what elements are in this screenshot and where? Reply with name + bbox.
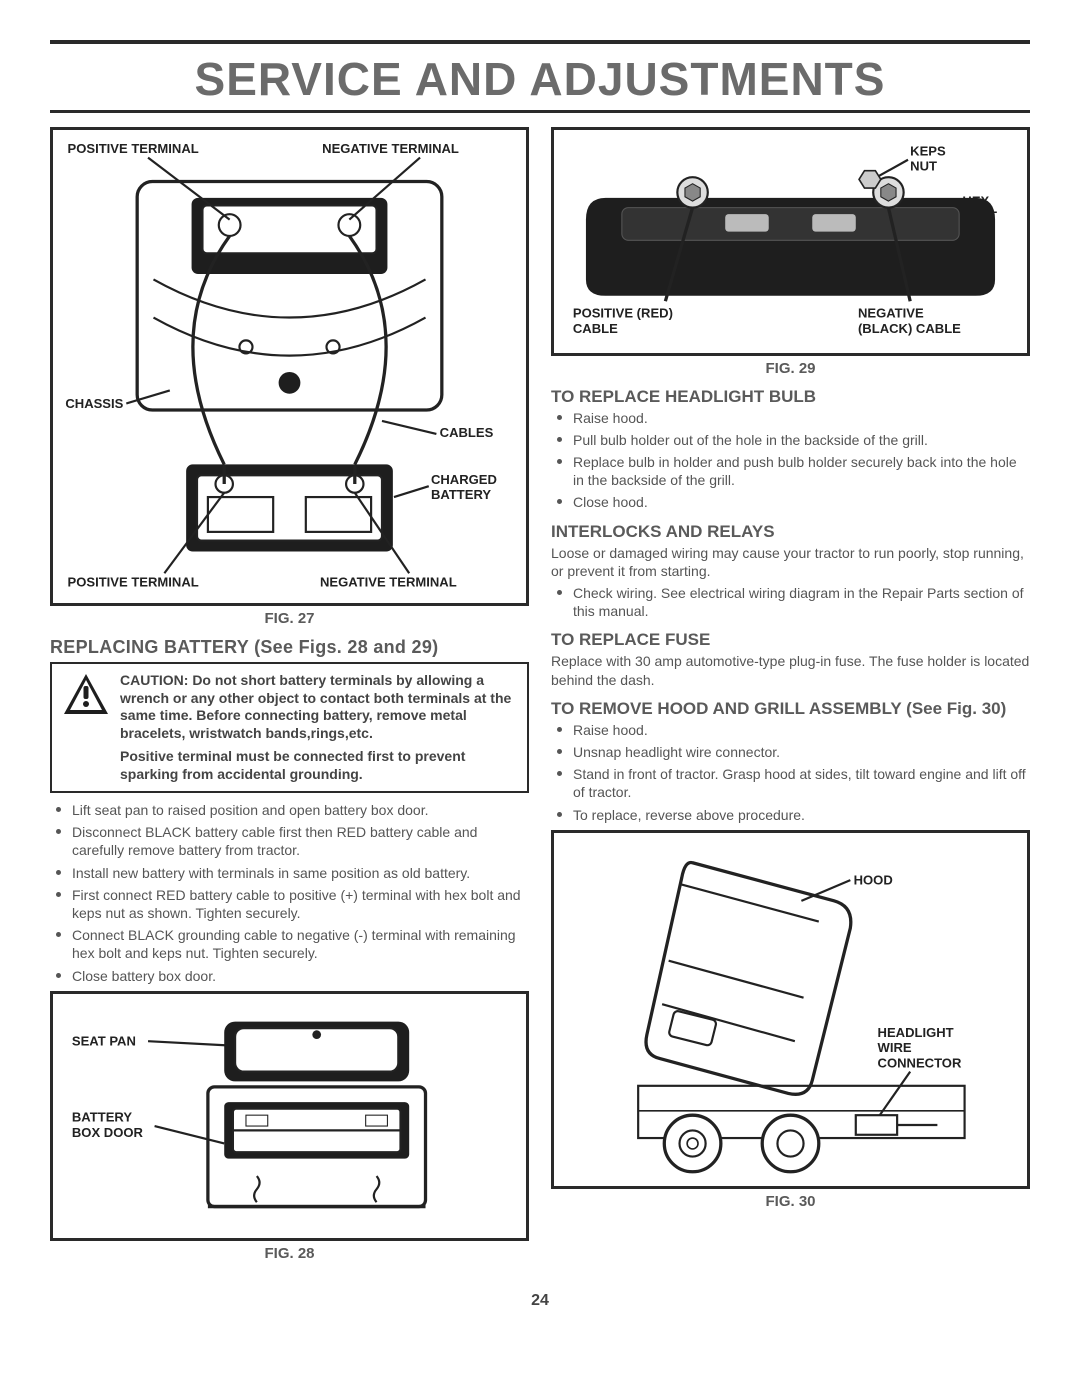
fuse-head: TO REPLACE FUSE bbox=[551, 630, 1030, 650]
list-item: Replace bulb in holder and push bulb hol… bbox=[551, 453, 1030, 489]
right-column: KEPS NUT HEX BOLT bbox=[551, 127, 1030, 1272]
fig30-conn-3: CONNECTOR bbox=[878, 1055, 962, 1070]
fig30-conn-2: WIRE bbox=[878, 1040, 912, 1055]
top-rule bbox=[50, 40, 1030, 44]
left-column: POSITIVE TERMINAL NEGATIVE TERMINAL bbox=[50, 127, 529, 1272]
caution-box: CAUTION: Do not short battery terminals … bbox=[50, 662, 529, 793]
fig29-negc-1: NEGATIVE bbox=[858, 306, 924, 321]
fig29-svg: KEPS NUT HEX BOLT bbox=[562, 138, 1019, 345]
fig28-seatpan: SEAT PAN bbox=[72, 1033, 136, 1048]
fig28-bbd-2: BOX DOOR bbox=[72, 1125, 144, 1140]
fig28-caption: FIG. 28 bbox=[50, 1245, 529, 1262]
interlocks-body: Loose or damaged wiring may cause your t… bbox=[551, 544, 1030, 580]
list-item: Close battery box door. bbox=[50, 967, 529, 985]
page-number: 24 bbox=[50, 1292, 1030, 1310]
fig28-svg: SEAT PAN BATTERY BOX DOOR bbox=[61, 1002, 518, 1231]
fig29-caption: FIG. 29 bbox=[551, 360, 1030, 377]
fig27-box: POSITIVE TERMINAL NEGATIVE TERMINAL bbox=[50, 127, 529, 606]
list-item: Pull bulb holder out of the hole in the … bbox=[551, 431, 1030, 449]
list-item: Disconnect BLACK battery cable first the… bbox=[50, 823, 529, 859]
fig30-svg: HOOD HEADLIGHT WIRE CONNECTOR bbox=[562, 841, 1019, 1178]
caution-para1: CAUTION: Do not short battery terminals … bbox=[120, 672, 511, 741]
fig29-keps-1: KEPS bbox=[910, 143, 946, 158]
fig27-charged-1: CHARGED bbox=[431, 472, 497, 487]
caution-para2: Positive terminal must be connected firs… bbox=[120, 748, 517, 783]
list-item: Unsnap headlight wire connector. bbox=[551, 743, 1030, 761]
fig29-posc-1: POSITIVE (RED) bbox=[573, 306, 673, 321]
list-item: To replace, reverse above procedure. bbox=[551, 806, 1030, 824]
hood-steps: Raise hood. Unsnap headlight wire connec… bbox=[551, 721, 1030, 824]
fig27-cables: CABLES bbox=[440, 425, 494, 440]
list-item: First connect RED battery cable to posit… bbox=[50, 886, 529, 922]
list-item: Close hood. bbox=[551, 493, 1030, 511]
list-item: Lift seat pan to raised position and ope… bbox=[50, 801, 529, 819]
list-item: Stand in front of tractor. Grasp hood at… bbox=[551, 765, 1030, 801]
fig30-conn-1: HEADLIGHT bbox=[878, 1025, 954, 1040]
fig30-hood: HOOD bbox=[854, 872, 893, 887]
fig30-box: HOOD HEADLIGHT WIRE CONNECTOR bbox=[551, 830, 1030, 1189]
fig28-box: SEAT PAN BATTERY BOX DOOR bbox=[50, 991, 529, 1242]
fig27-svg: POSITIVE TERMINAL NEGATIVE TERMINAL bbox=[61, 138, 518, 595]
fig27-chassis: CHASSIS bbox=[65, 396, 123, 411]
replace-battery-head: REPLACING BATTERY (See Figs. 28 and 29) bbox=[50, 637, 529, 658]
fig29-box: KEPS NUT HEX BOLT bbox=[551, 127, 1030, 356]
two-column-layout: POSITIVE TERMINAL NEGATIVE TERMINAL bbox=[50, 127, 1030, 1272]
warning-icon bbox=[62, 672, 110, 721]
hood-head: TO REMOVE HOOD AND GRILL ASSEMBLY (See F… bbox=[551, 699, 1030, 719]
list-item: Install new battery with terminals in sa… bbox=[50, 864, 529, 882]
fig27-pos-bot: POSITIVE TERMINAL bbox=[68, 574, 199, 589]
fig27-pos-top: POSITIVE TERMINAL bbox=[68, 141, 199, 156]
headlight-steps: Raise hood. Pull bulb holder out of the … bbox=[551, 409, 1030, 512]
fig27-caption: FIG. 27 bbox=[50, 610, 529, 627]
headlight-head: TO REPLACE HEADLIGHT BULB bbox=[551, 387, 1030, 407]
list-item: Raise hood. bbox=[551, 409, 1030, 427]
fig29-posc-2: CABLE bbox=[573, 321, 618, 336]
interlocks-steps: Check wiring. See electrical wiring diag… bbox=[551, 584, 1030, 620]
page-title: SERVICE AND ADJUSTMENTS bbox=[50, 52, 1030, 113]
battery-steps-list: Lift seat pan to raised position and ope… bbox=[50, 801, 529, 985]
fig27-neg-top: NEGATIVE TERMINAL bbox=[322, 141, 459, 156]
fig30-caption: FIG. 30 bbox=[551, 1193, 1030, 1210]
list-item: Connect BLACK grounding cable to negativ… bbox=[50, 926, 529, 962]
interlocks-head: INTERLOCKS AND RELAYS bbox=[551, 522, 1030, 542]
fig28-bbd-1: BATTERY bbox=[72, 1109, 132, 1124]
list-item: Raise hood. bbox=[551, 721, 1030, 739]
caution-text: CAUTION: Do not short battery terminals … bbox=[120, 672, 517, 783]
fig29-negc-2: (BLACK) CABLE bbox=[858, 321, 961, 336]
fuse-body: Replace with 30 amp automotive-type plug… bbox=[551, 652, 1030, 688]
fig29-keps-2: NUT bbox=[910, 159, 937, 174]
fig27-neg-bot: NEGATIVE TERMINAL bbox=[320, 574, 457, 589]
fig27-charged-2: BATTERY bbox=[431, 487, 491, 502]
list-item: Check wiring. See electrical wiring diag… bbox=[551, 584, 1030, 620]
